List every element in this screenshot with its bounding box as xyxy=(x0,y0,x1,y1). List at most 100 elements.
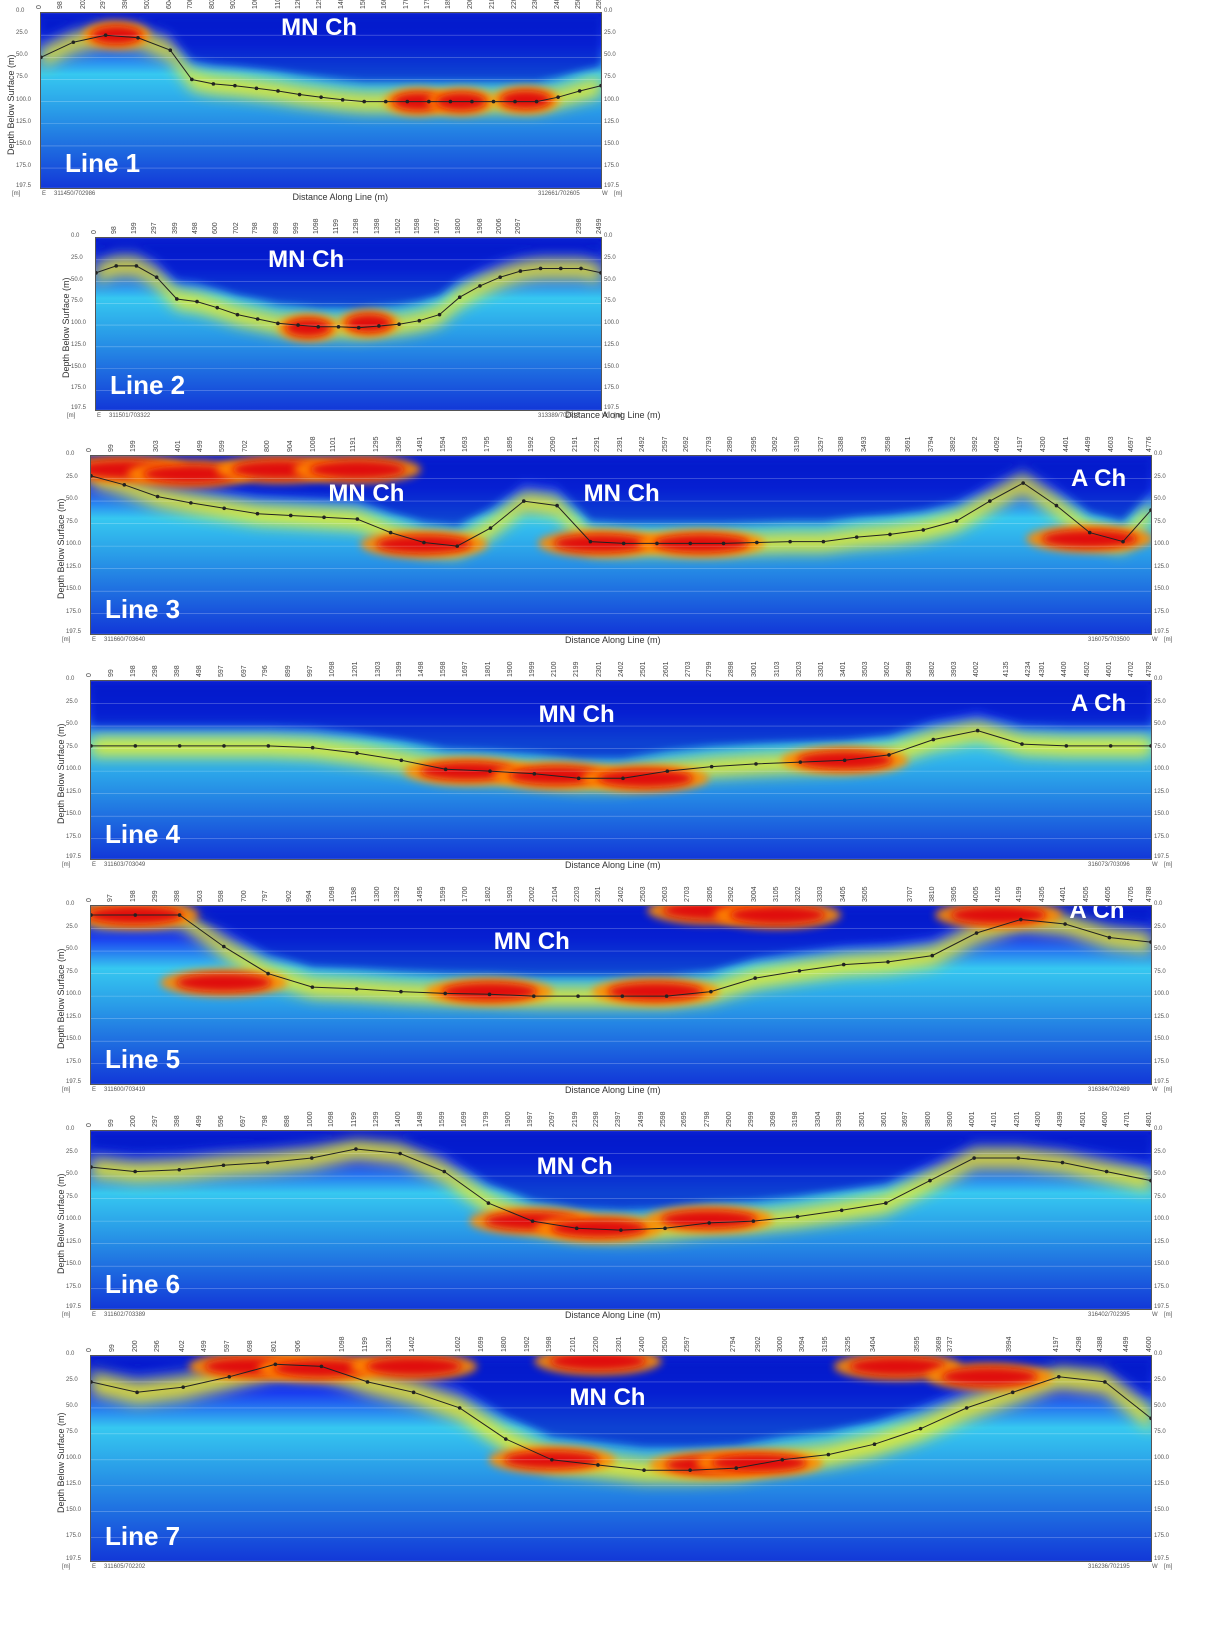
unit-label-left: [m] xyxy=(62,1312,71,1318)
distance-tick-label: 3800 xyxy=(924,1111,932,1127)
unit-label-right: [m] xyxy=(1164,1312,1173,1318)
distance-tick-label: 2492 xyxy=(639,436,647,452)
interface-point xyxy=(319,1364,324,1369)
depth-tick-label-left: 197.5 xyxy=(16,183,32,189)
distance-tick-label: 1502 xyxy=(394,218,402,234)
distance-tick-label: 1498 xyxy=(418,661,426,677)
distance-tick-label: 1594 xyxy=(439,436,447,452)
distance-tick-label: 1299 xyxy=(315,0,323,9)
distance-tick-label: 4101 xyxy=(991,1111,999,1127)
conductive-anomaly xyxy=(551,1219,647,1238)
depth-tick-label-left: 25.0 xyxy=(16,30,28,37)
distance-tick-label: 3202 xyxy=(794,886,802,902)
distance-tick-label: 4092 xyxy=(994,436,1002,452)
depth-tick-label-right: 0.0 xyxy=(1154,676,1163,682)
start-direction-label: E xyxy=(42,191,47,197)
interface-point xyxy=(177,913,182,917)
depth-tick-label-left: 25.0 xyxy=(66,1148,78,1155)
depth-tick-label-right: 150.0 xyxy=(1154,1506,1170,1513)
depth-tick-label-right: 197.5 xyxy=(604,183,620,189)
distance-tick-label: 700 xyxy=(186,0,194,9)
end-coordinate-label: 312661/702605 xyxy=(538,191,580,197)
channel-label: MN Ch xyxy=(493,928,570,956)
unit-label-right: [m] xyxy=(1164,862,1173,868)
interface-point xyxy=(975,728,980,733)
conductive-band xyxy=(96,257,601,339)
interface-point xyxy=(488,769,492,773)
end-direction-label: W xyxy=(1152,1564,1158,1570)
conductive-anomaly xyxy=(91,26,142,45)
interface-point xyxy=(841,962,846,967)
depth-tick-label-left: 0.0 xyxy=(66,1351,75,1357)
interface-point xyxy=(1054,503,1059,508)
unit-label-left: [m] xyxy=(12,191,21,197)
resistive-zone xyxy=(41,16,601,83)
depth-tick-label-left: 25.0 xyxy=(71,254,83,261)
interface-point xyxy=(222,944,226,949)
distance-tick-label: 1601 xyxy=(380,0,388,9)
distance-tick-label: 0 xyxy=(36,5,43,9)
distance-tick-label: 2102 xyxy=(488,0,496,9)
distance-tick-label: 3203 xyxy=(795,661,803,677)
distance-tick-label: 2793 xyxy=(705,436,713,452)
interface-point xyxy=(41,55,43,60)
depth-tick-label-left: 175.0 xyxy=(16,163,32,170)
distance-tick-label: 3501 xyxy=(858,1111,866,1127)
channel-label: MN Ch xyxy=(569,1383,646,1411)
distance-tick-label: 902 xyxy=(285,890,293,902)
interface-point xyxy=(588,539,593,544)
interface-point xyxy=(550,1457,554,1462)
interface-point xyxy=(383,99,388,104)
distance-tick-label: 4197 xyxy=(1053,1336,1061,1352)
depth-tick-label-right: 100.0 xyxy=(1154,541,1170,548)
distance-tick-label: 4300 xyxy=(1040,436,1048,452)
distance-tick-label: 2100 xyxy=(551,661,559,677)
distance-tick-label: 598 xyxy=(218,890,226,902)
interface-point xyxy=(579,266,583,271)
interface-point xyxy=(91,1380,93,1384)
conductive-anomaly xyxy=(597,769,693,788)
distance-tick-label: 597 xyxy=(223,1340,231,1352)
depth-tick-label-left: 100.0 xyxy=(66,766,82,773)
depth-tick-label-left: 50.0 xyxy=(66,496,78,503)
interface-point xyxy=(486,1201,491,1205)
resistive-zone xyxy=(91,1360,1151,1448)
interface-point xyxy=(319,95,323,99)
interface-point xyxy=(1103,1380,1107,1384)
interface-point xyxy=(397,322,401,327)
unit-label-right: [m] xyxy=(1164,1564,1173,1570)
distance-tick-label: 297 xyxy=(151,1115,159,1127)
interface-point xyxy=(103,33,108,37)
depth-tick-label-left: 0.0 xyxy=(16,8,25,14)
interface-point xyxy=(842,758,847,763)
distance-tick-label: 3001 xyxy=(751,661,759,677)
depth-tick-label-right: 0.0 xyxy=(1154,901,1163,907)
interface-point xyxy=(664,994,669,998)
interface-point xyxy=(534,99,539,104)
interface-point xyxy=(455,544,460,548)
depth-tick-label-left: 25.0 xyxy=(66,923,78,930)
interface-point xyxy=(531,994,536,998)
distance-tick-label: 599 xyxy=(218,440,226,452)
interface-point xyxy=(797,969,802,973)
depth-tick-label-right: 50.0 xyxy=(1154,721,1166,728)
distance-tick-label: 702 xyxy=(241,440,249,452)
depth-tick-label-right: 0.0 xyxy=(1154,1126,1163,1132)
distance-tick-label: 1107 xyxy=(274,0,282,9)
x-axis-title: Distance Along Line (m) xyxy=(565,1085,661,1095)
conductive-anomaly xyxy=(950,906,1047,925)
distance-tick-label: 1400 xyxy=(395,1111,403,1127)
conductive-anomaly xyxy=(309,460,406,479)
distance-tick-label: 2499 xyxy=(596,218,603,234)
distance-tick-label: 398 xyxy=(121,0,129,9)
interface-point xyxy=(417,318,422,323)
interface-point xyxy=(336,325,341,329)
channel-label: A Ch xyxy=(1069,905,1125,924)
depth-tick-label-left: 125.0 xyxy=(66,1238,82,1245)
interface-point xyxy=(558,266,563,271)
distance-tick-label: 1098 xyxy=(329,661,337,677)
distance-tick-label: 402 xyxy=(178,1340,186,1352)
distance-tick-label: 2402 xyxy=(618,661,626,677)
depth-tick-label-left: 100.0 xyxy=(66,541,82,548)
distance-tick-label: 303 xyxy=(153,440,161,452)
